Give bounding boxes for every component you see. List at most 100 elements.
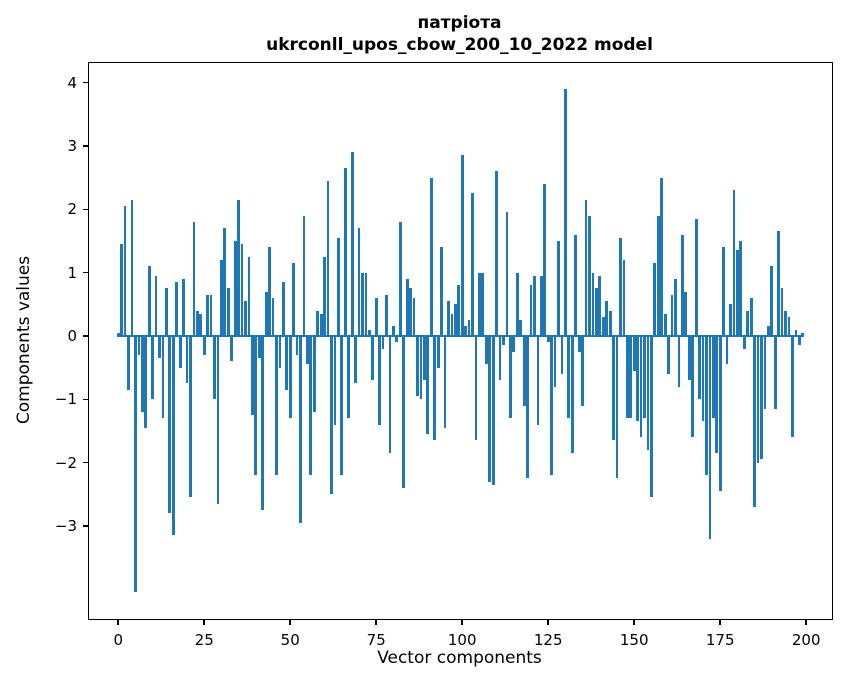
bar <box>577 335 581 352</box>
bar <box>581 335 584 406</box>
bar <box>777 231 781 336</box>
x-tick-mark <box>719 620 721 625</box>
bar <box>388 335 392 454</box>
bar <box>484 335 488 365</box>
bar <box>491 335 495 485</box>
x-tick-label: 50 <box>280 631 300 649</box>
y-tick-label: 3 <box>67 136 77 155</box>
bar <box>405 278 409 336</box>
bar <box>123 206 127 336</box>
bar <box>299 335 302 523</box>
bar <box>474 335 478 441</box>
bar <box>502 335 505 346</box>
bar <box>251 335 254 416</box>
bar <box>553 335 557 387</box>
bar <box>278 335 282 368</box>
x-tick-label: 125 <box>533 631 563 649</box>
bar <box>519 320 523 336</box>
bar <box>319 313 323 336</box>
bar <box>192 221 196 336</box>
bar <box>240 244 244 336</box>
bar <box>691 335 695 438</box>
bar <box>209 294 213 336</box>
y-tick-label: 2 <box>67 200 77 219</box>
bar <box>134 335 137 593</box>
bar <box>140 335 144 412</box>
bar <box>226 288 230 336</box>
x-tick-label: 25 <box>194 631 214 649</box>
bar <box>505 212 509 336</box>
y-tick-mark <box>82 525 88 527</box>
x-tick-label: 0 <box>113 631 124 649</box>
bar <box>264 291 268 336</box>
bar <box>268 247 271 336</box>
bar <box>165 288 168 336</box>
bar <box>526 335 529 479</box>
bar <box>223 228 227 336</box>
bar <box>302 215 306 336</box>
bar <box>364 272 368 336</box>
bar <box>385 294 388 336</box>
bar <box>625 335 629 419</box>
bar <box>488 335 492 482</box>
y-tick-label: −2 <box>54 453 77 472</box>
y-tick-label: 4 <box>67 73 77 92</box>
bar <box>725 335 729 365</box>
bar <box>178 335 182 368</box>
bar <box>450 313 454 336</box>
bar <box>233 240 237 336</box>
bar <box>608 310 612 336</box>
bar <box>760 335 763 460</box>
bar <box>288 335 292 419</box>
bar <box>601 316 605 336</box>
bar <box>237 199 240 336</box>
bar <box>722 247 726 336</box>
bar <box>598 275 602 336</box>
bar <box>567 335 571 419</box>
zero-baseline <box>116 335 805 337</box>
y-tick-mark <box>82 398 88 400</box>
bar <box>787 316 791 336</box>
bar <box>498 335 502 381</box>
bar <box>529 285 533 336</box>
bar <box>770 266 774 336</box>
bar <box>560 335 564 374</box>
bar <box>330 335 333 495</box>
x-axis-label: Vector components <box>377 648 542 668</box>
x-tick-mark <box>289 620 291 625</box>
bar <box>285 335 289 390</box>
bar <box>295 335 299 355</box>
bar <box>543 183 547 336</box>
y-tick-label: 1 <box>67 263 77 282</box>
bar <box>643 335 646 419</box>
bar <box>732 190 736 336</box>
x-tick-label: 100 <box>447 631 477 649</box>
bar <box>361 272 364 336</box>
bar <box>478 272 481 336</box>
bar <box>257 335 261 359</box>
bar <box>337 237 340 336</box>
bar <box>202 335 206 355</box>
bar <box>512 335 516 352</box>
bar <box>374 297 378 336</box>
bar <box>667 335 670 374</box>
bar <box>464 326 468 336</box>
bar <box>481 272 485 336</box>
bar <box>801 332 805 336</box>
bar <box>674 278 677 336</box>
bar <box>419 335 423 400</box>
bar <box>564 88 567 336</box>
y-tick-mark <box>82 208 88 211</box>
bar <box>687 335 691 381</box>
bar <box>195 310 199 336</box>
bar <box>773 335 777 409</box>
bar <box>753 335 756 507</box>
bar <box>116 332 120 336</box>
bar <box>584 199 588 336</box>
bar <box>467 320 471 336</box>
bar <box>326 180 330 336</box>
y-tick-label: −1 <box>54 390 77 409</box>
bar <box>199 313 203 336</box>
bar <box>151 335 154 400</box>
x-tick-mark <box>203 620 205 625</box>
